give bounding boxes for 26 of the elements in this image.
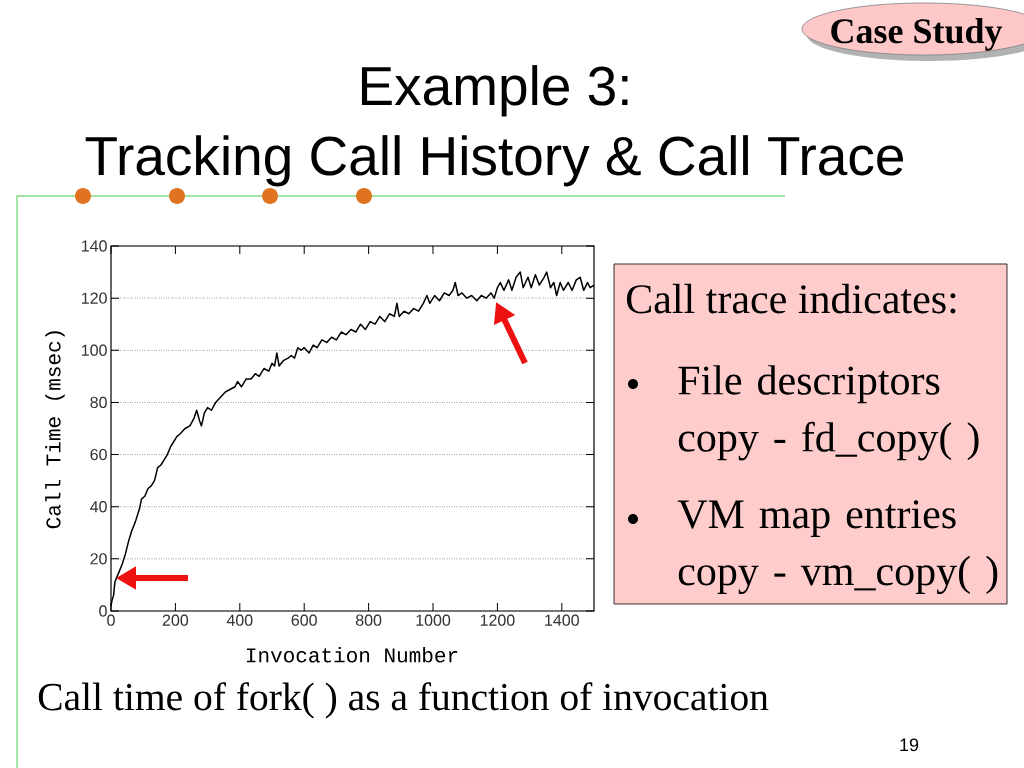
x-tick-label: 800	[355, 614, 382, 626]
x-tick-label: 1000	[416, 614, 451, 626]
x-tick-label: 0	[107, 614, 115, 626]
y-tick-label: 120	[82, 292, 107, 304]
y-tick-label: 0	[99, 605, 107, 617]
y-tick-label: 60	[90, 448, 107, 461]
text: Call trace indicates:	[626, 283, 956, 314]
text: 19	[900, 738, 919, 752]
y-tick-label: 40	[90, 501, 107, 513]
y-tick-label: 80	[90, 396, 107, 409]
y-tick-label: 20	[90, 553, 107, 565]
y-axis-title: Call Time (msec)	[45, 331, 65, 529]
x-axis-title: Invocation Number	[246, 647, 458, 663]
x-tick-label: 400	[226, 614, 253, 626]
y-tick-label: 100	[82, 344, 107, 356]
x-tick-label: 200	[162, 614, 189, 626]
chart-title: Example 3:	[361, 65, 628, 117]
y-tick-label: 140	[82, 240, 107, 252]
x-tick-label: 600	[291, 614, 317, 626]
x-tick-label: 1400	[545, 614, 579, 626]
text: Call time of fork( ) as a function of invocation	[38, 682, 769, 719]
text: Case Study	[831, 18, 1003, 51]
chart-subtitle: Tracking Call History & Call Trace	[85, 135, 904, 187]
x-tick-label: 1200	[480, 614, 515, 626]
text: File descriptors copy - fd_copy( )	[678, 365, 979, 461]
text: VM map entries copy - vm_copy( )	[677, 500, 998, 595]
